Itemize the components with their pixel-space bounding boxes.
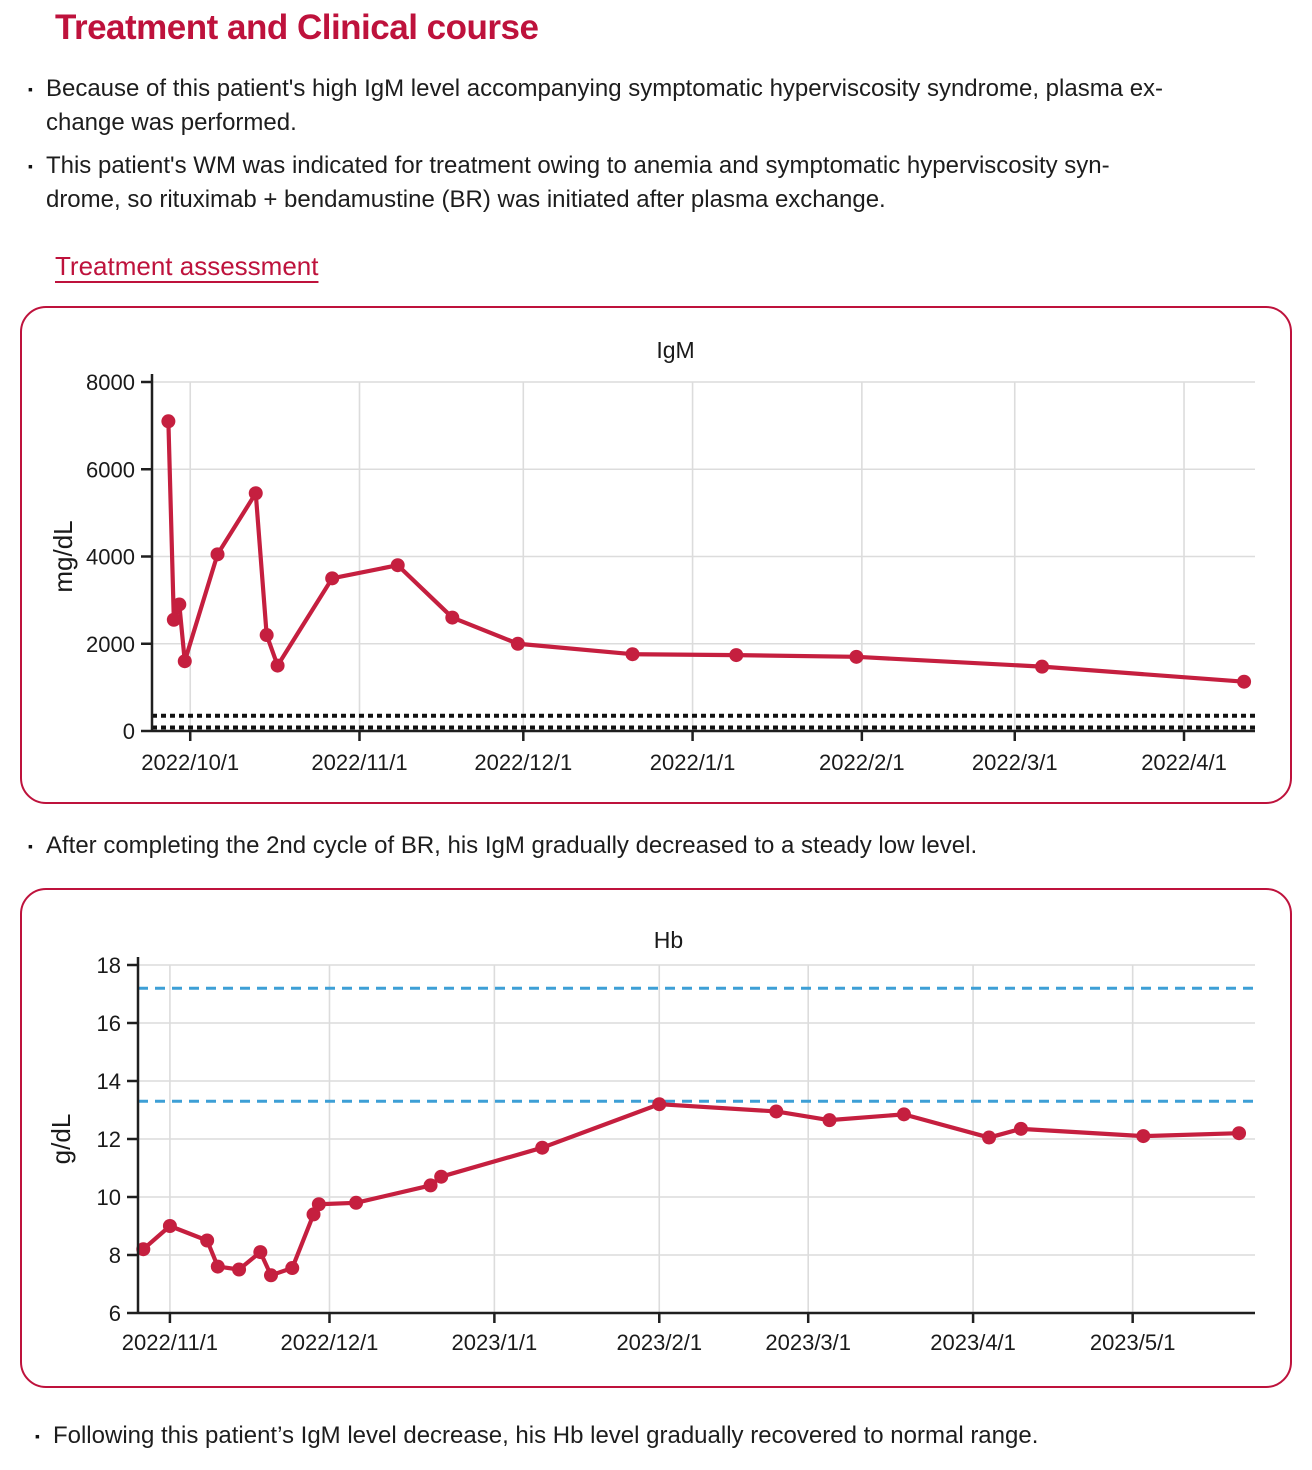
bullet-item: ▪ Following this patient’s IgM level dec…: [35, 1419, 1297, 1453]
hb-line-chart: 2022/11/1 2022/12/1 2023/1/1 2023/2/1 2023/3…: [46, 927, 1255, 1355]
svg-text:2022/12/1: 2022/12/1: [474, 750, 572, 775]
igm-line-chart: 2022/10/1 2022/11/1 2022/12/1 2022/1/1 2022/…: [48, 337, 1255, 775]
svg-text:2022/12/1: 2022/12/1: [281, 1330, 379, 1355]
bullet-text: After completing the 2nd cycle of BR, hi…: [45, 832, 978, 859]
svg-text:2023/2/1: 2023/2/1: [616, 1330, 702, 1355]
bullet-text: This patient's WM was indicated for trea…: [45, 152, 1110, 213]
treatment-assessment-link[interactable]: Treatment assessment: [55, 251, 319, 281]
svg-text:2022/3/1: 2022/3/1: [972, 750, 1058, 775]
bullet-item: ▪ Because of this patient's high IgM lev…: [28, 72, 1296, 139]
hb-chart-card: 2022/11/1 2022/12/1 2023/1/1 2023/2/1 2023/3…: [20, 888, 1292, 1388]
bullet-item: ▪ This patient's WM was indicated for tr…: [28, 149, 1296, 216]
svg-text:2000: 2000: [86, 632, 135, 657]
svg-text:g/dL: g/dL: [46, 1114, 76, 1165]
svg-text:2023/1/1: 2023/1/1: [452, 1330, 538, 1355]
bullet-square-icon: ▪: [28, 158, 33, 174]
svg-text:6000: 6000: [86, 457, 135, 482]
svg-text:0: 0: [123, 719, 135, 744]
svg-text:12: 12: [97, 1127, 121, 1152]
bullet-text: Following this patient’s IgM level decre…: [52, 1422, 1039, 1449]
svg-text:2022/2/1: 2022/2/1: [819, 750, 905, 775]
svg-text:mg/dL: mg/dL: [48, 520, 78, 592]
bullet-square-icon: ▪: [35, 1428, 40, 1444]
svg-text:2023/4/1: 2023/4/1: [930, 1330, 1016, 1355]
page-title: Treatment and Clinical course: [55, 8, 539, 47]
svg-text:2022/11/1: 2022/11/1: [122, 1330, 218, 1355]
svg-text:2022/10/1: 2022/10/1: [141, 750, 239, 775]
svg-text:Hb: Hb: [654, 927, 683, 953]
svg-text:16: 16: [97, 1011, 121, 1036]
bullet-item: ▪ After completing the 2nd cycle of BR, …: [28, 829, 1296, 863]
svg-text:8: 8: [109, 1243, 121, 1268]
svg-text:6: 6: [109, 1301, 121, 1326]
svg-text:4000: 4000: [86, 545, 135, 570]
igm-chart-card: 2022/10/1 2022/11/1 2022/12/1 2022/1/1 2022/…: [20, 306, 1292, 804]
svg-text:18: 18: [97, 953, 121, 978]
svg-text:14: 14: [97, 1069, 121, 1094]
svg-text:2022/1/1: 2022/1/1: [650, 750, 736, 775]
svg-text:2022/11/1: 2022/11/1: [311, 750, 407, 775]
svg-text:10: 10: [97, 1185, 121, 1210]
svg-text:2023/3/1: 2023/3/1: [765, 1330, 851, 1355]
svg-text:2022/4/1: 2022/4/1: [1141, 750, 1227, 775]
svg-text:8000: 8000: [86, 370, 135, 395]
svg-text:2023/5/1: 2023/5/1: [1090, 1330, 1176, 1355]
bullet-square-icon: ▪: [28, 81, 33, 97]
bullet-square-icon: ▪: [28, 838, 33, 854]
bullet-text: Because of this patient's high IgM level…: [45, 75, 1164, 136]
svg-text:IgM: IgM: [656, 337, 694, 363]
